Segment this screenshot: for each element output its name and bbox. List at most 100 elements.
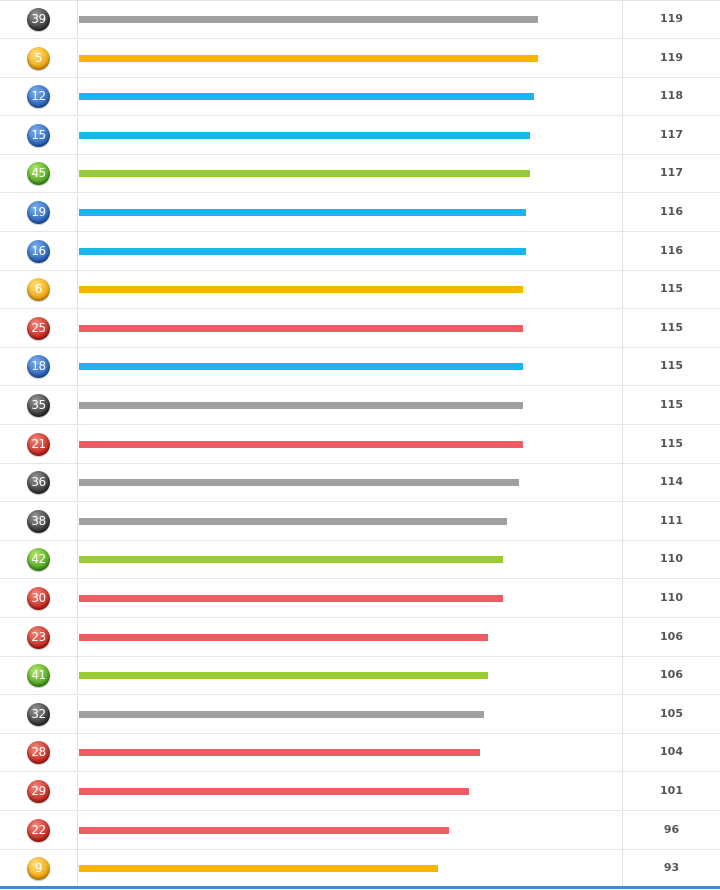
ball-number: 18 (27, 355, 50, 379)
ball-cell: 38 (0, 502, 78, 541)
frequency-value: 104 (660, 745, 683, 759)
frequency-value: 115 (660, 320, 683, 334)
frequency-value: 101 (660, 784, 683, 797)
frequency-bar (79, 633, 488, 641)
ball-cell: 39 (0, 1, 78, 39)
frequency-bar (79, 54, 538, 62)
bar-track (79, 116, 623, 155)
frequency-bar (79, 402, 523, 409)
frequency-bar (79, 517, 508, 525)
frequency-value: 117 (660, 127, 683, 141)
bar-track (79, 618, 623, 657)
ball-number: 19 (27, 201, 50, 224)
ball-number: 21 (27, 432, 50, 456)
ball-number: 12 (27, 85, 50, 109)
ball-cell: 12 (0, 78, 78, 117)
frequency-bar (79, 209, 527, 216)
frequency-bar (79, 131, 531, 139)
frequency-bar (79, 93, 535, 101)
ball-number: 15 (27, 123, 50, 147)
table-row: 32 105 (0, 695, 720, 734)
frequency-bar (79, 324, 523, 332)
frequency-value: 115 (660, 398, 683, 411)
bar-track (79, 309, 623, 348)
ball-number: 38 (27, 509, 50, 533)
bar-track (79, 657, 623, 696)
ball-number: 29 (27, 780, 50, 803)
ball-cell: 23 (0, 618, 78, 657)
table-row: 30 110 (0, 580, 720, 618)
bar-track (79, 464, 623, 503)
bar-track (79, 850, 623, 889)
ball-cell: 16 (0, 232, 78, 271)
frequency-value: 110 (660, 591, 683, 604)
table-row: 41 106 (0, 657, 720, 696)
table-row: 25 115 (0, 309, 720, 348)
frequency-bar (79, 788, 469, 795)
frequency-value: 106 (660, 629, 683, 643)
ball-cell: 5 (0, 39, 78, 78)
frequency-value: 105 (660, 706, 683, 720)
ball-number: 30 (27, 587, 50, 610)
ball-number: 32 (27, 702, 50, 726)
ball-number: 23 (27, 625, 50, 649)
table-row: 19 116 (0, 194, 720, 232)
table-row: 39 119 (0, 1, 720, 39)
frequency-bar (79, 479, 519, 487)
ball-number: 22 (27, 818, 50, 842)
ball-number: 25 (27, 316, 50, 340)
table-row: 23 106 (0, 618, 720, 657)
frequency-value: 115 (660, 359, 683, 373)
table-row: 45 117 (0, 155, 720, 194)
frequency-bar (79, 440, 523, 448)
bar-track (79, 39, 623, 78)
frequency-value: 115 (660, 282, 683, 296)
ball-number: 9 (27, 857, 50, 881)
table-row: 28 104 (0, 734, 720, 773)
frequency-value: 117 (660, 166, 683, 180)
bar-track (79, 194, 623, 232)
ball-cell: 45 (0, 155, 78, 194)
ball-cell: 6 (0, 271, 78, 310)
bar-track (79, 155, 623, 194)
ball-cell: 22 (0, 811, 78, 850)
bar-track (79, 734, 623, 773)
ball-number: 16 (27, 239, 50, 263)
ball-number: 41 (27, 664, 50, 688)
ball-cell: 36 (0, 464, 78, 503)
ball-cell: 41 (0, 657, 78, 696)
table-row: 29 101 (0, 773, 720, 811)
bar-track (79, 695, 623, 734)
frequency-value: 110 (660, 552, 683, 566)
frequency-bar (79, 865, 438, 873)
ball-cell: 25 (0, 309, 78, 348)
frequency-value: 119 (660, 50, 683, 64)
frequency-bar (79, 749, 481, 757)
frequency-value: 111 (660, 513, 683, 527)
bar-track (79, 232, 623, 271)
frequency-bar (79, 826, 450, 834)
ball-cell: 29 (0, 773, 78, 811)
ball-number: 6 (27, 278, 50, 302)
bottom-border (0, 886, 720, 889)
table-row: 22 96 (0, 811, 720, 850)
frequency-bar (79, 286, 523, 294)
ball-cell: 18 (0, 348, 78, 387)
frequency-bar (79, 363, 523, 371)
frequency-value: 96 (663, 822, 680, 836)
frequency-value: 119 (660, 12, 683, 25)
bar-track (79, 580, 623, 618)
ball-cell: 9 (0, 850, 78, 889)
bar-track (79, 348, 623, 387)
bar-track (79, 502, 623, 541)
ball-cell: 35 (0, 387, 78, 425)
table-row: 5 119 (0, 39, 720, 78)
frequency-bar (79, 556, 504, 564)
ball-cell: 21 (0, 425, 78, 464)
frequency-value: 115 (660, 436, 683, 450)
table-row: 6 115 (0, 271, 720, 310)
ball-number: 28 (27, 741, 50, 765)
ball-number: 5 (27, 46, 50, 70)
table-row: 35 115 (0, 387, 720, 425)
